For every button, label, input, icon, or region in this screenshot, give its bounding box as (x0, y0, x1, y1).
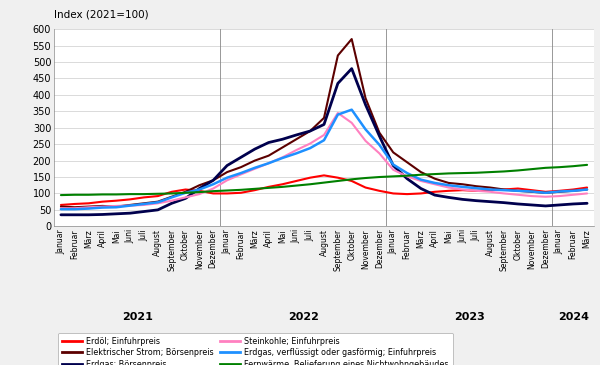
Text: 2024: 2024 (558, 312, 589, 322)
Text: Index (2021=100): Index (2021=100) (54, 9, 149, 19)
Legend: Erdöl; Einfuhrpreis, Elektrischer Strom; Börsenpreis, Erdgas; Börsenpreis, Stein: Erdöl; Einfuhrpreis, Elektrischer Strom;… (58, 333, 453, 365)
Text: 2023: 2023 (454, 312, 485, 322)
Text: 2021: 2021 (122, 312, 152, 322)
Text: 2022: 2022 (288, 312, 319, 322)
